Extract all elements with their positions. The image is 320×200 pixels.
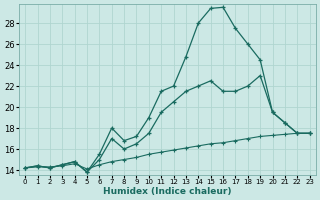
X-axis label: Humidex (Indice chaleur): Humidex (Indice chaleur) bbox=[103, 187, 232, 196]
